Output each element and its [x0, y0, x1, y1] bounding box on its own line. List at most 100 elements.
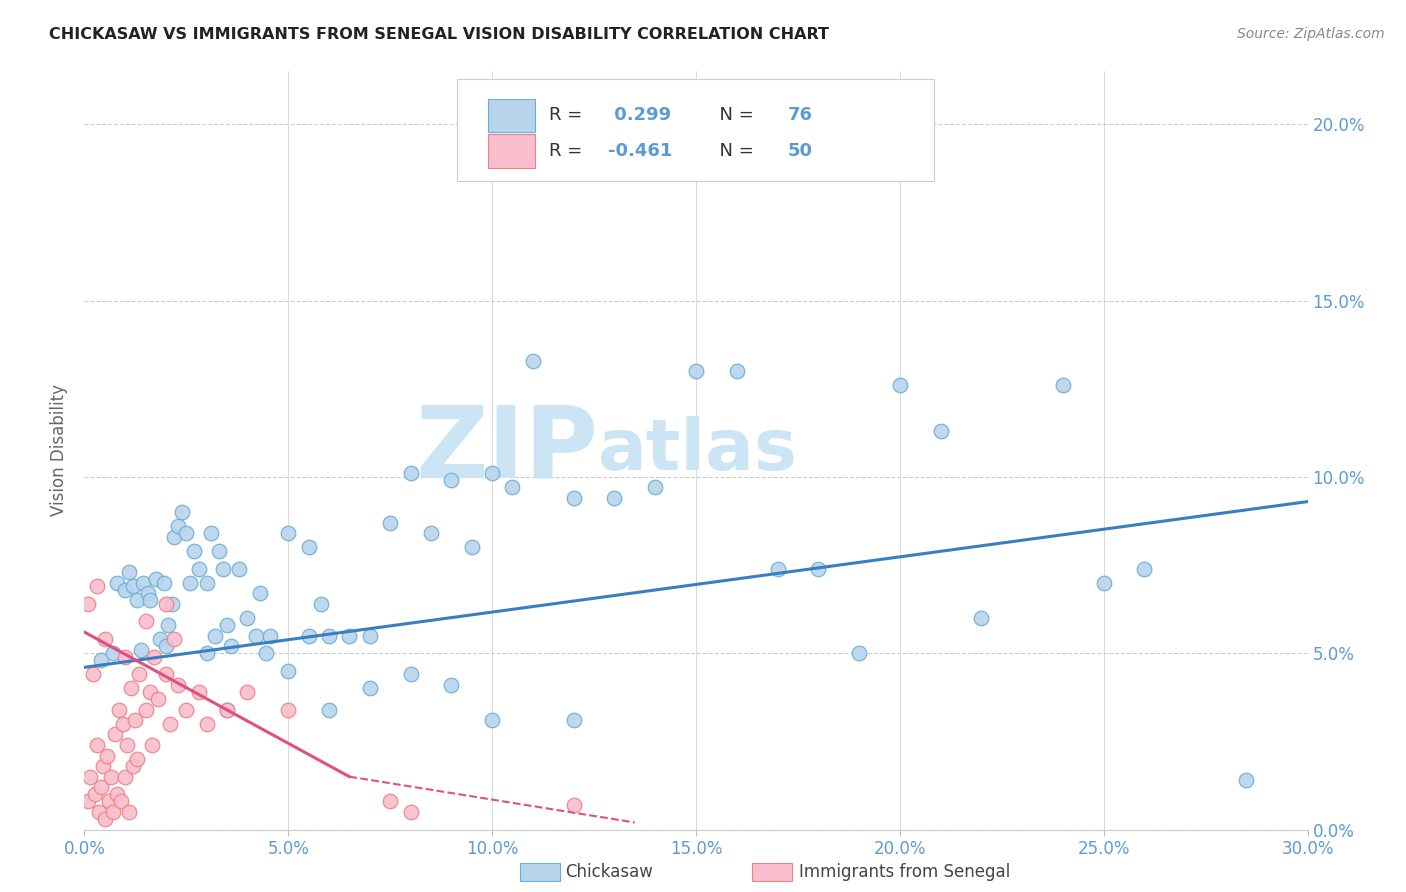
Point [101, 646, 124, 660]
Text: atlas: atlas [598, 416, 799, 485]
Text: 76: 76 [787, 106, 813, 124]
Point [124, 713, 146, 727]
Point [118, 805, 141, 819]
Point [104, 727, 127, 741]
Point [86, 579, 108, 593]
Point [217, 703, 239, 717]
Point [108, 703, 131, 717]
Point [114, 582, 136, 597]
Point [93, 632, 115, 647]
Text: R =: R = [550, 142, 588, 160]
Point [93, 812, 115, 826]
Point [249, 586, 271, 600]
Point [502, 481, 524, 495]
Point [91, 759, 114, 773]
FancyBboxPatch shape [488, 135, 534, 168]
Point [96, 748, 118, 763]
Point [167, 678, 190, 692]
Text: R =: R = [550, 106, 588, 124]
Point [208, 544, 231, 558]
Point [138, 685, 160, 699]
Point [298, 541, 321, 555]
Point [399, 667, 422, 681]
Point [562, 797, 585, 812]
Point [131, 642, 153, 657]
Point [200, 526, 222, 541]
Point [136, 586, 159, 600]
Point [86, 738, 108, 752]
Point [142, 649, 165, 664]
Text: Chickasaw: Chickasaw [565, 863, 652, 881]
Point [138, 593, 160, 607]
Point [204, 629, 226, 643]
Text: -0.461: -0.461 [607, 142, 672, 160]
Point [87, 805, 110, 819]
Point [1052, 378, 1074, 392]
Point [187, 685, 209, 699]
Point [440, 678, 463, 692]
Point [82, 667, 104, 681]
FancyBboxPatch shape [488, 99, 534, 132]
Point [889, 378, 911, 392]
Point [105, 787, 128, 801]
Point [135, 703, 157, 717]
Point [277, 703, 299, 717]
Point [114, 649, 136, 664]
Point [399, 805, 422, 819]
Point [174, 703, 197, 717]
Point [399, 467, 422, 481]
Text: Immigrants from Senegal: Immigrants from Senegal [799, 863, 1010, 881]
Point [160, 597, 183, 611]
Point [187, 561, 209, 575]
Point [685, 364, 707, 378]
Point [105, 575, 128, 590]
FancyBboxPatch shape [457, 79, 935, 181]
Point [195, 716, 218, 731]
Point [1133, 561, 1156, 575]
Point [339, 629, 361, 643]
Point [562, 713, 585, 727]
Point [149, 632, 172, 647]
Point [79, 770, 101, 784]
Point [1092, 575, 1115, 590]
Point [172, 505, 194, 519]
Point [318, 629, 340, 643]
Point [118, 565, 141, 579]
Point [522, 353, 544, 368]
Point [128, 667, 150, 681]
Point [848, 646, 870, 660]
Point [807, 561, 830, 575]
Point [122, 579, 145, 593]
Point [259, 629, 281, 643]
Point [112, 716, 135, 731]
Point [159, 716, 181, 731]
Point [766, 561, 789, 575]
Text: CHICKASAW VS IMMIGRANTS FROM SENEGAL VISION DISABILITY CORRELATION CHART: CHICKASAW VS IMMIGRANTS FROM SENEGAL VIS… [49, 27, 830, 42]
Point [254, 646, 277, 660]
Point [135, 615, 157, 629]
Point [562, 491, 585, 505]
Point [440, 474, 463, 488]
Point [127, 752, 149, 766]
Point [183, 544, 205, 558]
Text: 0.299: 0.299 [607, 106, 671, 124]
Point [481, 713, 503, 727]
Point [309, 597, 332, 611]
Point [146, 692, 169, 706]
Point [725, 364, 748, 378]
Point [1236, 773, 1258, 788]
Point [461, 541, 484, 555]
Point [100, 770, 122, 784]
Point [153, 575, 176, 590]
Point [132, 575, 155, 590]
Point [380, 794, 402, 808]
Point [195, 646, 218, 660]
Point [155, 667, 177, 681]
Point [359, 629, 381, 643]
Point [167, 519, 190, 533]
Point [90, 780, 112, 795]
Point [179, 575, 201, 590]
Point [380, 516, 402, 530]
Point [318, 703, 340, 717]
Point [277, 664, 299, 678]
